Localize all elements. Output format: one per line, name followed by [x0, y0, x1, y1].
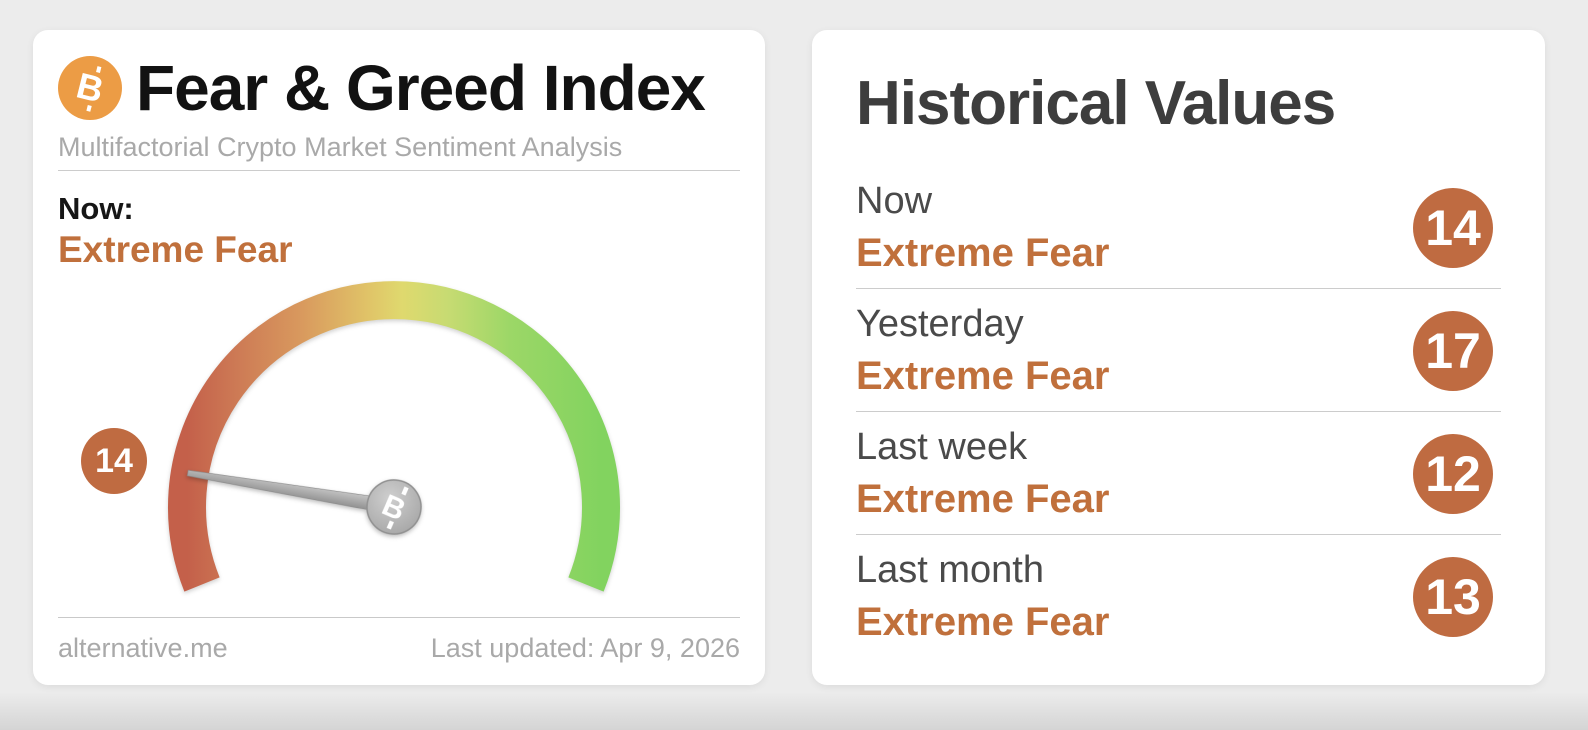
gauge-arc: [168, 281, 620, 592]
historical-rows: Now Extreme Fear 14 Yesterday Extreme Fe…: [856, 180, 1501, 657]
page-title: Fear & Greed Index: [136, 52, 706, 124]
value-badge: 12: [1413, 434, 1493, 514]
row-classification: Extreme Fear: [856, 231, 1110, 275]
value-badge: 17: [1413, 311, 1493, 391]
subtitle: Multifactorial Crypto Market Sentiment A…: [58, 132, 623, 162]
footer-divider: [58, 617, 740, 618]
gauge-arc-svg: B: [168, 281, 620, 592]
historical-values-title: Historical Values: [856, 69, 1336, 138]
widget-root: B Fear & Greed Index Multifactorial Cryp…: [0, 0, 1588, 685]
value-badge: 13: [1413, 557, 1493, 637]
historical-row-now: Now Extreme Fear 14: [856, 180, 1501, 288]
source-link[interactable]: alternative.me: [58, 633, 228, 663]
fear-greed-gauge: B 14: [81, 271, 641, 601]
card-footer: alternative.me Last updated: Apr 9, 2026: [58, 617, 740, 663]
now-label: Now:: [58, 191, 134, 226]
fear-greed-header: B Fear & Greed Index: [58, 56, 740, 120]
historical-row-last-month: Last month Extreme Fear 13: [856, 534, 1501, 657]
row-label: Now: [856, 180, 933, 222]
last-updated-text: Last updated: Apr 9, 2026: [430, 633, 740, 663]
value-badge: 14: [1413, 188, 1493, 268]
header-divider: [58, 170, 740, 171]
now-classification: Extreme Fear: [58, 229, 293, 270]
gauge-value-badge: 14: [81, 428, 147, 494]
gauge-needle: B: [186, 469, 422, 535]
historical-row-yesterday: Yesterday Extreme Fear 17: [856, 288, 1501, 411]
row-classification: Extreme Fear: [856, 600, 1110, 644]
row-classification: Extreme Fear: [856, 477, 1110, 521]
historical-row-last-week: Last week Extreme Fear 12: [856, 411, 1501, 534]
row-label: Yesterday: [856, 303, 1024, 345]
row-label: Last month: [856, 549, 1044, 591]
fear-greed-card: B Fear & Greed Index Multifactorial Cryp…: [33, 30, 765, 685]
row-label: Last week: [856, 426, 1028, 468]
historical-values-card: Historical Values Now Extreme Fear 14 Ye…: [812, 30, 1545, 685]
row-classification: Extreme Fear: [856, 354, 1110, 398]
gauge-pivot: [366, 479, 422, 535]
bitcoin-icon: B: [58, 56, 122, 120]
